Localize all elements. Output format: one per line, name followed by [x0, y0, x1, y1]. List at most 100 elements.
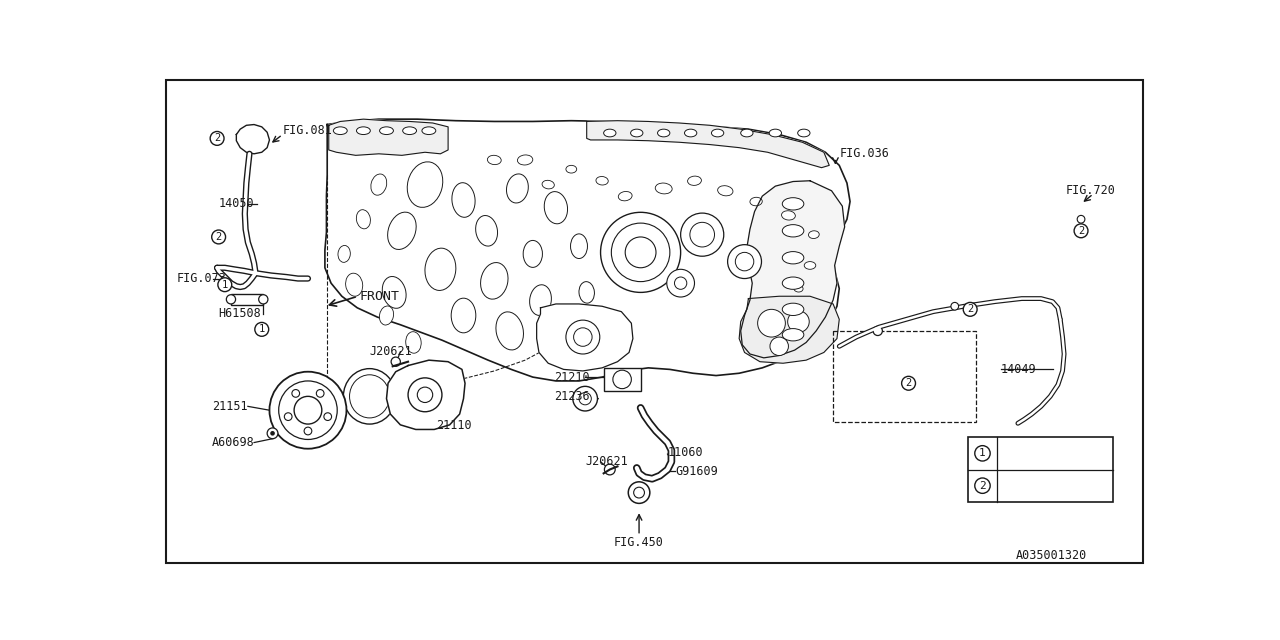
Circle shape	[975, 445, 991, 461]
Ellipse shape	[566, 165, 577, 173]
Ellipse shape	[356, 210, 370, 229]
Circle shape	[316, 390, 324, 397]
Circle shape	[408, 378, 442, 412]
Circle shape	[324, 413, 332, 420]
Ellipse shape	[571, 234, 588, 259]
Ellipse shape	[797, 129, 810, 137]
Ellipse shape	[517, 155, 532, 165]
Text: 21110: 21110	[436, 419, 472, 432]
Text: 11060: 11060	[668, 446, 703, 459]
Ellipse shape	[451, 298, 476, 333]
Text: FRONT: FRONT	[360, 290, 399, 303]
Ellipse shape	[422, 127, 435, 134]
Ellipse shape	[425, 248, 456, 291]
Circle shape	[255, 323, 269, 336]
Circle shape	[873, 326, 882, 335]
Text: 2: 2	[214, 133, 220, 143]
Ellipse shape	[718, 186, 733, 196]
Ellipse shape	[750, 197, 763, 206]
Ellipse shape	[769, 129, 782, 137]
Circle shape	[1078, 216, 1085, 223]
Circle shape	[294, 396, 321, 424]
Text: J20621: J20621	[585, 455, 628, 468]
Circle shape	[901, 376, 915, 390]
Text: 21210: 21210	[554, 371, 590, 383]
Ellipse shape	[338, 246, 351, 262]
Ellipse shape	[604, 129, 616, 137]
Text: 2: 2	[1078, 226, 1084, 236]
Circle shape	[612, 223, 669, 282]
Ellipse shape	[782, 303, 804, 316]
Ellipse shape	[541, 180, 554, 189]
Ellipse shape	[782, 225, 804, 237]
Circle shape	[270, 372, 347, 449]
Circle shape	[628, 482, 650, 504]
Text: H61508: H61508	[219, 307, 261, 321]
Ellipse shape	[530, 285, 552, 316]
Ellipse shape	[383, 276, 406, 308]
Circle shape	[600, 212, 681, 292]
Text: FIG.720: FIG.720	[1066, 184, 1115, 197]
Polygon shape	[536, 304, 632, 371]
Circle shape	[210, 131, 224, 145]
Polygon shape	[741, 180, 845, 358]
Circle shape	[268, 428, 278, 438]
Ellipse shape	[712, 129, 723, 137]
Text: J20621: J20621	[370, 345, 412, 358]
Circle shape	[613, 370, 631, 388]
Ellipse shape	[452, 182, 475, 218]
Ellipse shape	[495, 312, 524, 350]
Text: F92209: F92209	[1004, 447, 1048, 460]
Polygon shape	[387, 360, 465, 429]
Ellipse shape	[343, 369, 396, 424]
Polygon shape	[325, 119, 850, 381]
Ellipse shape	[809, 231, 819, 239]
Circle shape	[1074, 224, 1088, 237]
Ellipse shape	[356, 127, 370, 134]
Circle shape	[758, 309, 786, 337]
Ellipse shape	[741, 129, 753, 137]
Ellipse shape	[406, 332, 421, 353]
Ellipse shape	[596, 177, 608, 185]
Ellipse shape	[685, 129, 696, 137]
Text: FIG.073: FIG.073	[177, 272, 227, 285]
Circle shape	[392, 357, 401, 366]
Text: 2: 2	[966, 305, 973, 314]
Circle shape	[227, 294, 236, 304]
Text: J20618: J20618	[1004, 479, 1048, 492]
Text: A035001320: A035001320	[1016, 549, 1087, 563]
Polygon shape	[329, 119, 448, 156]
Text: 2: 2	[905, 378, 911, 388]
Circle shape	[787, 311, 809, 332]
Text: FIG.081: FIG.081	[283, 124, 333, 137]
Ellipse shape	[507, 174, 529, 203]
Ellipse shape	[794, 285, 803, 292]
Ellipse shape	[658, 129, 669, 137]
Ellipse shape	[476, 216, 498, 246]
Ellipse shape	[804, 262, 815, 269]
Circle shape	[270, 431, 275, 436]
Circle shape	[681, 213, 723, 256]
Circle shape	[305, 427, 312, 435]
Text: 1: 1	[979, 449, 986, 458]
Circle shape	[566, 320, 600, 354]
Ellipse shape	[403, 127, 416, 134]
Ellipse shape	[480, 262, 508, 299]
Circle shape	[771, 337, 788, 356]
Ellipse shape	[618, 191, 632, 201]
Circle shape	[211, 230, 225, 244]
Polygon shape	[586, 121, 829, 168]
Circle shape	[259, 294, 268, 304]
Text: 2: 2	[979, 481, 986, 491]
Bar	[230, 294, 264, 305]
Bar	[968, 437, 1112, 502]
Ellipse shape	[782, 277, 804, 289]
Circle shape	[573, 387, 598, 411]
Ellipse shape	[488, 156, 502, 164]
Ellipse shape	[333, 127, 347, 134]
Text: 14050: 14050	[219, 197, 255, 211]
Text: 21151: 21151	[212, 400, 248, 413]
Text: FIG.036: FIG.036	[840, 147, 890, 160]
Ellipse shape	[524, 241, 543, 268]
Text: 21236: 21236	[554, 390, 590, 403]
